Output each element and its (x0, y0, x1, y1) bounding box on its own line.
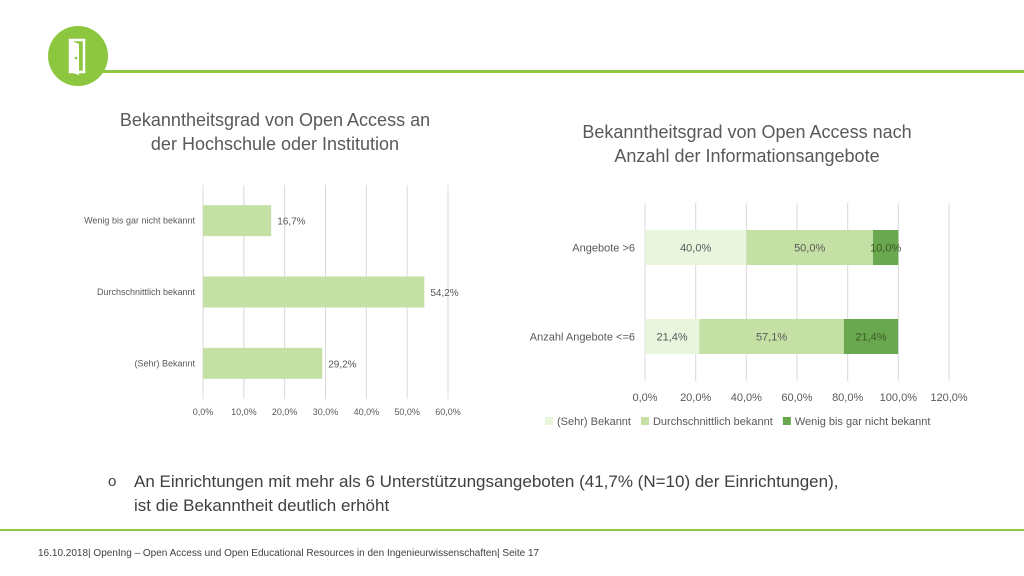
stacked-bar-segment (699, 319, 844, 354)
chart-right-title-line: Bekanntheitsgrad von Open Access nach (582, 122, 912, 142)
bar (203, 347, 323, 379)
chart-left-title: Bekanntheitsgrad von Open Access an der … (100, 108, 450, 156)
bullet-text: An Einrichtungen mit mehr als 6 Unterstü… (134, 470, 984, 518)
data-label: 57,1% (756, 332, 787, 344)
x-tick-label: 50,0% (394, 407, 420, 417)
footer-text: 16.10.2018| OpenIng – Open Access und Op… (38, 548, 540, 559)
x-tick-label: 60,0% (435, 407, 461, 417)
legend-swatch (545, 417, 553, 425)
legend-swatch (782, 417, 791, 425)
stacked-bar-segment (645, 319, 700, 354)
legend-label: Durchschnittlich bekannt (653, 416, 773, 428)
data-label: 10,0% (870, 243, 901, 255)
bullet-marker: o (108, 473, 117, 490)
y-category-label: Anzahl Angebote <=6 (530, 332, 635, 344)
data-label: 21,4% (855, 332, 886, 344)
stacked-bar-segment (645, 230, 747, 265)
stacked-bar-segment (843, 319, 899, 354)
data-label: 16,7% (277, 217, 305, 228)
chart-left-title-line: Bekanntheitsgrad von Open Access an (119, 110, 431, 130)
stacked-bar-segment (746, 230, 873, 265)
x-tick-label: 60,0% (781, 392, 812, 404)
footer-divider (0, 529, 1024, 531)
data-label: 29,2% (328, 359, 356, 370)
x-tick-label: 10,0% (231, 407, 257, 417)
header-divider (100, 70, 1024, 73)
x-tick-label: 30,0% (313, 407, 339, 417)
chart-left: 0,0% 10,0% 20,0% 30,0% 40,0% 50,0% 60,0% Wenig … (84, 185, 461, 417)
legend-label: Wenig bis gar nicht bekannt (795, 416, 931, 428)
x-tick-label: 40,0% (354, 407, 380, 417)
door-icon (68, 38, 86, 75)
y-category-label: (Sehr) Bekannt (134, 358, 195, 368)
x-tick-label: 120,0% (930, 392, 968, 404)
y-category-label: Durchschnittlich bekannt (97, 287, 196, 297)
bullet-line: An Einrichtungen mit mehr als 6 Unterstü… (134, 472, 839, 491)
bullet-line: ist die Bekanntheit deutlich erhöht (134, 496, 390, 515)
chart-left-title-line: der Hochschule oder Institution (150, 134, 400, 154)
x-tick-label: 0,0% (193, 407, 214, 417)
bar (203, 205, 272, 237)
data-label: 54,2% (430, 288, 458, 299)
chart-right-title: Bekanntheitsgrad von Open Access nach An… (560, 120, 934, 168)
chart-right-title-line: Anzahl der Informationsangebote (614, 146, 880, 166)
legend-label: (Sehr) Bekannt (557, 416, 631, 428)
y-category-label: Angebote >6 (572, 243, 635, 255)
y-category-label: Wenig bis gar nicht bekannt (84, 216, 195, 226)
logo (48, 26, 108, 86)
x-tick-label: 100,0% (880, 392, 918, 404)
legend-swatch (640, 417, 649, 425)
x-tick-label: 40,0% (731, 392, 762, 404)
data-label: 21,4% (657, 332, 688, 344)
x-tick-label: 80,0% (832, 392, 863, 404)
x-tick-label: 20,0% (680, 392, 711, 404)
bar (203, 276, 425, 308)
data-label: 40,0% (680, 243, 711, 255)
x-tick-label: 0,0% (632, 392, 657, 404)
stacked-bar-segment (873, 230, 899, 265)
x-tick-label: 20,0% (272, 407, 298, 417)
data-label: 50,0% (794, 243, 825, 255)
chart-right: 0,0% 20,0% 40,0% 60,0% 80,0% 100,0% 120,0% Ange… (530, 203, 968, 428)
